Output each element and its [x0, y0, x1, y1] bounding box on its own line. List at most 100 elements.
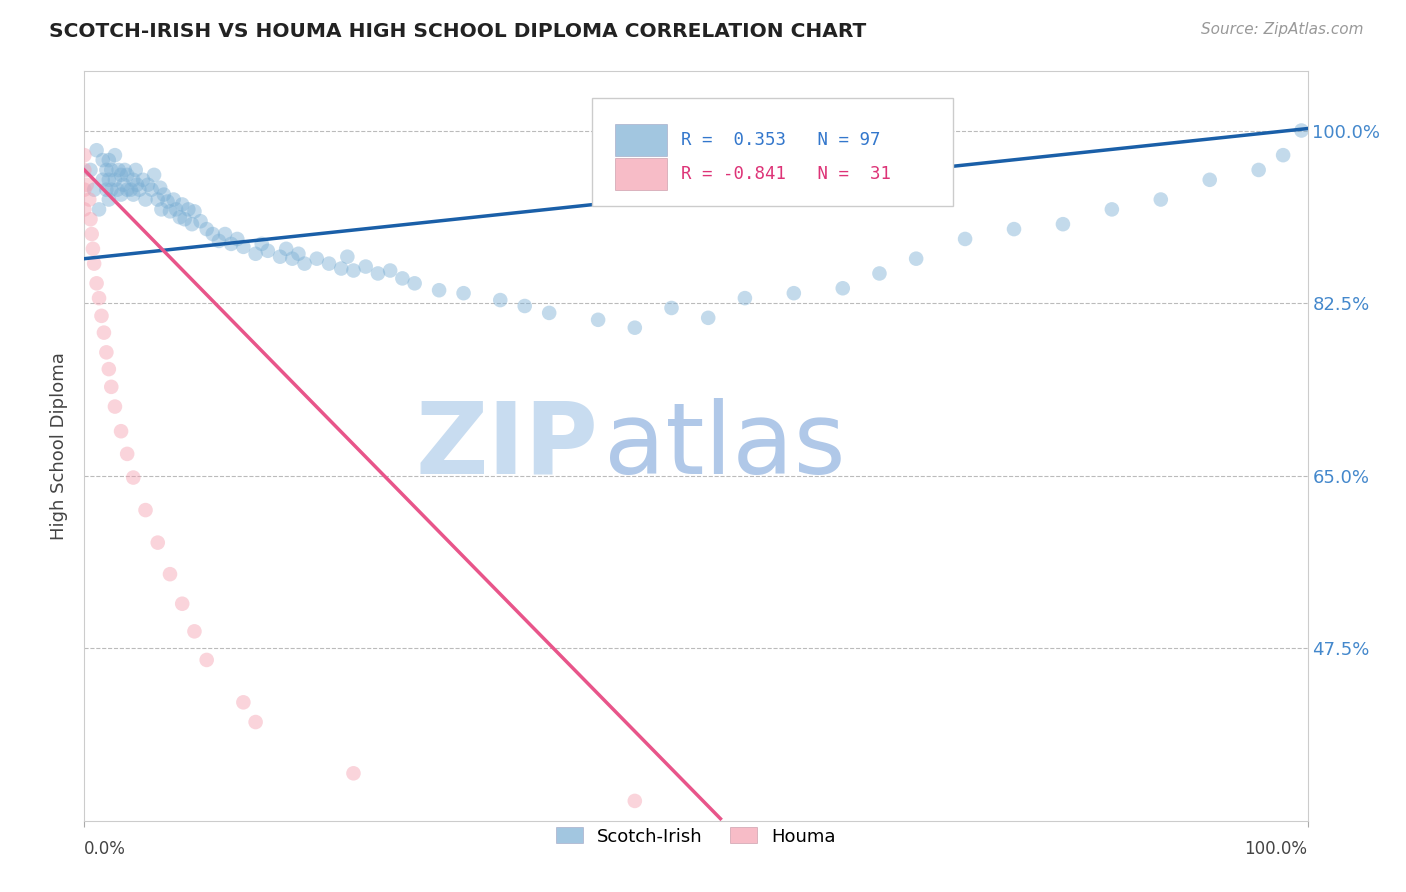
Point — [336, 250, 359, 264]
Point — [624, 794, 647, 808]
Point — [404, 277, 426, 291]
Point — [110, 187, 132, 202]
Point — [342, 263, 364, 277]
Legend: Scotch-Irish, Houma: Scotch-Irish, Houma — [548, 820, 844, 853]
Point — [281, 252, 304, 266]
Point — [104, 173, 127, 187]
Text: R = -0.841   N =  31: R = -0.841 N = 31 — [682, 165, 891, 183]
Point — [734, 291, 756, 305]
Point — [287, 246, 309, 260]
Point — [183, 204, 205, 219]
Point — [135, 503, 157, 517]
Point — [97, 193, 120, 207]
Point — [318, 257, 340, 271]
Point — [195, 222, 218, 236]
Point — [831, 281, 853, 295]
Point — [183, 624, 205, 639]
Point — [538, 306, 561, 320]
Point — [1272, 148, 1295, 162]
Point — [125, 163, 148, 178]
Point — [159, 567, 181, 582]
Point — [150, 202, 173, 217]
Point — [1247, 163, 1270, 178]
Point — [135, 193, 157, 207]
Point — [783, 286, 806, 301]
Point — [153, 187, 176, 202]
Point — [104, 400, 127, 414]
Point — [86, 143, 108, 157]
Point — [104, 148, 127, 162]
FancyBboxPatch shape — [592, 97, 953, 206]
Point — [245, 246, 267, 260]
Point — [93, 326, 115, 340]
Point — [77, 193, 100, 207]
Point — [136, 178, 159, 192]
Point — [905, 252, 928, 266]
Point — [120, 183, 142, 197]
Text: R =  0.353   N = 97: R = 0.353 N = 97 — [682, 131, 880, 149]
Point — [107, 163, 129, 178]
Point — [115, 183, 138, 197]
Point — [73, 183, 96, 197]
Point — [110, 424, 132, 438]
Point — [73, 148, 96, 162]
Point — [128, 183, 150, 197]
Point — [173, 212, 195, 227]
Point — [122, 173, 145, 187]
Point — [489, 293, 512, 307]
Point — [105, 183, 128, 197]
FancyBboxPatch shape — [616, 124, 666, 156]
Point — [305, 252, 328, 266]
Y-axis label: High School Diploma: High School Diploma — [51, 352, 69, 540]
Point — [172, 597, 194, 611]
Point — [73, 163, 96, 178]
Point — [125, 178, 148, 192]
Point — [245, 714, 267, 729]
Point — [380, 263, 402, 277]
Point — [79, 212, 101, 227]
Point — [91, 173, 114, 187]
Point — [90, 309, 112, 323]
Point — [1052, 217, 1074, 231]
Point — [115, 447, 138, 461]
Point — [163, 193, 186, 207]
Point — [83, 257, 105, 271]
Point — [122, 187, 145, 202]
Point — [79, 163, 101, 178]
Point — [586, 313, 609, 327]
Point — [276, 242, 298, 256]
Point — [76, 178, 98, 192]
Point — [214, 227, 236, 241]
Point — [86, 277, 108, 291]
Point — [87, 202, 110, 217]
Point — [110, 168, 132, 182]
Point — [165, 202, 187, 217]
Point — [97, 153, 120, 167]
Point — [1002, 222, 1025, 236]
Point — [342, 766, 364, 780]
Point — [201, 227, 224, 241]
Point — [190, 214, 212, 228]
Point — [195, 653, 218, 667]
Point — [172, 197, 194, 211]
Point — [226, 232, 249, 246]
Point — [96, 163, 118, 178]
Point — [181, 217, 204, 231]
Point — [122, 470, 145, 484]
Text: SCOTCH-IRISH VS HOUMA HIGH SCHOOL DIPLOMA CORRELATION CHART: SCOTCH-IRISH VS HOUMA HIGH SCHOOL DIPLOM… — [49, 22, 866, 41]
Point — [159, 204, 181, 219]
Point — [1150, 193, 1173, 207]
Point — [269, 250, 291, 264]
Point — [97, 362, 120, 376]
Point — [1198, 173, 1220, 187]
Point — [82, 242, 104, 256]
Point — [96, 183, 118, 197]
Point — [294, 257, 316, 271]
Point — [149, 180, 172, 194]
Text: 0.0%: 0.0% — [84, 840, 127, 858]
Point — [96, 345, 118, 359]
Point — [1101, 202, 1123, 217]
Point — [87, 291, 110, 305]
Point — [97, 173, 120, 187]
Point — [219, 236, 242, 251]
